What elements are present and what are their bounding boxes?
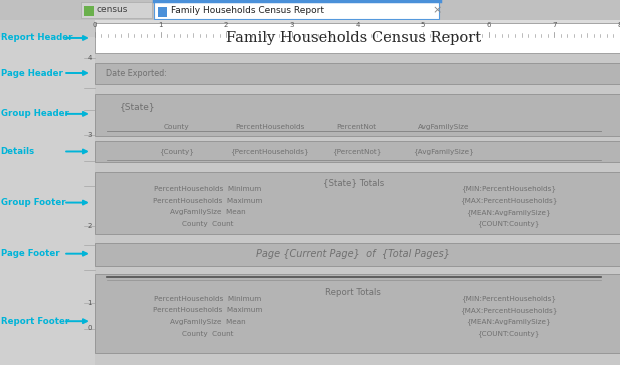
Text: 0: 0	[92, 22, 97, 28]
Text: Family Households Census Report: Family Households Census Report	[171, 6, 324, 15]
Text: 3: 3	[290, 22, 294, 28]
FancyBboxPatch shape	[95, 141, 620, 162]
Text: 7: 7	[552, 22, 557, 28]
Text: 0: 0	[87, 326, 92, 331]
Text: 6: 6	[487, 22, 491, 28]
Text: Page Footer: Page Footer	[1, 249, 60, 258]
Text: {MAX:PercentHouseholds}: {MAX:PercentHouseholds}	[459, 307, 557, 314]
FancyBboxPatch shape	[154, 0, 439, 19]
Text: ×: ×	[433, 5, 442, 15]
Text: {MEAN:AvgFamilySize}: {MEAN:AvgFamilySize}	[466, 209, 551, 216]
Text: 1: 1	[87, 300, 92, 306]
Text: County  Count: County Count	[182, 331, 234, 337]
Text: Group Header: Group Header	[1, 110, 68, 118]
Text: AvgFamilySize  Mean: AvgFamilySize Mean	[170, 319, 246, 325]
FancyBboxPatch shape	[95, 274, 620, 353]
Text: Family Households Census Report: Family Households Census Report	[226, 31, 481, 45]
Text: {PercentNot}: {PercentNot}	[332, 149, 381, 155]
Text: {MEAN:AvgFamilySize}: {MEAN:AvgFamilySize}	[466, 319, 551, 325]
Text: {MAX:PercentHouseholds}: {MAX:PercentHouseholds}	[459, 197, 557, 204]
Text: Page Header: Page Header	[1, 69, 63, 77]
Text: 8: 8	[618, 22, 620, 28]
FancyBboxPatch shape	[95, 23, 620, 53]
Text: PercentHouseholds  Minimum: PercentHouseholds Minimum	[154, 296, 261, 301]
Text: Group Footer: Group Footer	[1, 198, 65, 207]
FancyBboxPatch shape	[95, 243, 620, 266]
Text: AvgFamilySize: AvgFamilySize	[417, 124, 469, 130]
Text: County  Count: County Count	[182, 221, 234, 227]
Text: PercentHouseholds  Maximum: PercentHouseholds Maximum	[153, 307, 262, 313]
Text: Details: Details	[1, 147, 35, 156]
Text: PercentHouseholds  Maximum: PercentHouseholds Maximum	[153, 198, 262, 204]
Text: 4: 4	[355, 22, 360, 28]
Text: County: County	[164, 124, 190, 130]
Text: {AvgFamilySize}: {AvgFamilySize}	[413, 149, 474, 155]
Text: {State}: {State}	[120, 102, 155, 111]
FancyBboxPatch shape	[95, 94, 620, 136]
Text: 2: 2	[224, 22, 228, 28]
Text: {COUNT:County}: {COUNT:County}	[477, 330, 539, 337]
Text: AvgFamilySize  Mean: AvgFamilySize Mean	[170, 210, 246, 215]
Text: Report Header: Report Header	[1, 34, 72, 42]
Text: {COUNT:County}: {COUNT:County}	[477, 221, 539, 227]
FancyBboxPatch shape	[95, 172, 620, 234]
Text: Date Exported:: Date Exported:	[106, 69, 167, 78]
Text: PercentHouseholds  Minimum: PercentHouseholds Minimum	[154, 186, 261, 192]
Text: Report Footer: Report Footer	[1, 317, 69, 326]
Text: 3: 3	[87, 132, 92, 138]
Text: Report Totals: Report Totals	[326, 288, 381, 297]
Text: Page {Current Page}  of  {Total Pages}: Page {Current Page} of {Total Pages}	[257, 249, 450, 260]
FancyBboxPatch shape	[81, 2, 152, 18]
FancyBboxPatch shape	[0, 36, 95, 365]
Text: {MIN:PercentHouseholds}: {MIN:PercentHouseholds}	[461, 186, 556, 192]
Text: {MIN:PercentHouseholds}: {MIN:PercentHouseholds}	[461, 295, 556, 302]
FancyBboxPatch shape	[95, 63, 620, 84]
Text: 4: 4	[87, 55, 92, 61]
Text: {County}: {County}	[159, 149, 194, 155]
FancyBboxPatch shape	[84, 6, 94, 16]
Text: PercentNot: PercentNot	[337, 124, 376, 130]
FancyBboxPatch shape	[158, 7, 167, 17]
Text: {PercentHouseholds}: {PercentHouseholds}	[230, 149, 309, 155]
Text: PercentHouseholds: PercentHouseholds	[235, 124, 304, 130]
Text: 1: 1	[158, 22, 163, 28]
Text: {State} Totals: {State} Totals	[323, 178, 384, 187]
FancyBboxPatch shape	[0, 0, 620, 20]
Text: 5: 5	[421, 22, 425, 28]
Text: 2: 2	[87, 223, 92, 229]
FancyBboxPatch shape	[95, 20, 620, 36]
Text: census: census	[97, 5, 128, 14]
